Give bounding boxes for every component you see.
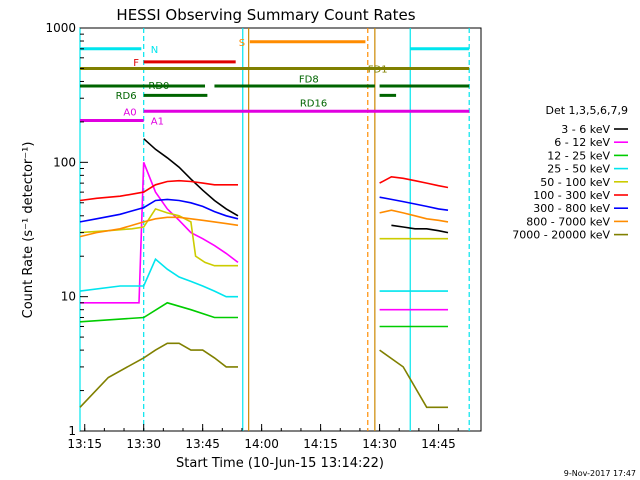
- series-8: [79, 342, 448, 409]
- legend-label-4: 50 - 100 keV: [540, 176, 610, 189]
- series-line-7-0: [79, 216, 239, 238]
- flag-label-rd16: RD16: [300, 98, 327, 109]
- series-7: [79, 209, 449, 238]
- series-line-5-0: [79, 179, 238, 202]
- series-1: [80, 162, 448, 311]
- legend-title: Det 1,3,5,6,7,9: [545, 104, 628, 117]
- series-lines: [79, 138, 449, 409]
- legend-label-6: 300 - 800 keV: [533, 202, 610, 215]
- series-line-8-1: [379, 349, 448, 409]
- series-line-3-0: [79, 257, 238, 298]
- series-line-6-0: [79, 198, 239, 223]
- x-tick-label-3: 14:00: [244, 437, 279, 451]
- axes: 13:15 13:30 13:45 14:00 14:15 14:30 14:45 1 10 10…: [45, 21, 459, 451]
- series-line-0-1: [391, 224, 449, 234]
- y-tick-label-1: 10: [61, 290, 76, 304]
- series-line-1-0: [80, 162, 239, 304]
- flag-label-n: N: [151, 45, 158, 56]
- x-tick-label-0: 13:15: [67, 437, 102, 451]
- series-line-2-0: [79, 301, 238, 323]
- series-5: [79, 175, 449, 202]
- flag-label-rd0: RD0: [148, 81, 169, 92]
- y-axis-label: Count Rate (s⁻¹ detector⁻¹): [21, 142, 36, 319]
- legend-label-7: 800 - 7000 keV: [526, 215, 610, 228]
- flag-label-fd1: FD1: [368, 64, 388, 75]
- flag-label-fd8: FD8: [299, 75, 319, 86]
- legend-label-0: 3 - 6 keV: [561, 123, 610, 136]
- x-axis-label: Start Time (10-Jun-15 13:14:22): [176, 456, 384, 471]
- legend-label-2: 12 - 25 keV: [547, 149, 610, 162]
- y-tick-label-3: 1000: [45, 21, 76, 35]
- series-line-0-0: [143, 138, 239, 217]
- series-line-7-1: [379, 209, 449, 223]
- legend-label-5: 100 - 300 keV: [533, 189, 610, 202]
- series-0: [143, 138, 449, 234]
- x-tick-label-6: 14:45: [421, 437, 456, 451]
- flag-label-rd6: RD6: [116, 91, 137, 102]
- series-2: [79, 301, 448, 328]
- series-line-5-1: [379, 175, 449, 189]
- x-tick-label-2: 13:45: [185, 437, 220, 451]
- flag-bars: N S F FD1 FD8 RD0 RD6 RD16 A0 A1: [80, 38, 470, 127]
- series-line-4-0: [79, 207, 238, 267]
- legend-label-8: 7000 - 20000 keV: [512, 229, 610, 242]
- chart-title: HESSI Observing Summary Count Rates: [116, 6, 415, 24]
- series-line-8-0: [79, 342, 238, 408]
- legend-label-3: 25 - 50 keV: [547, 163, 610, 176]
- x-tick-label-5: 14:30: [362, 437, 397, 451]
- flag-label-a0: A0: [123, 107, 136, 118]
- flag-label-f: F: [133, 58, 139, 69]
- x-tick-label-4: 14:15: [303, 437, 338, 451]
- series-4: [79, 207, 448, 267]
- legend-label-1: 6 - 12 keV: [554, 136, 610, 149]
- flag-label-s: S: [239, 38, 245, 49]
- y-tick-label-0: 1: [68, 424, 76, 438]
- series-3: [79, 257, 448, 298]
- series-line-6-1: [379, 196, 449, 211]
- footer-timestamp: 9-Nov-2017 17:47: [564, 469, 636, 478]
- flag-label-a1: A1: [151, 116, 164, 127]
- x-tick-label-1: 13:30: [126, 437, 161, 451]
- y-tick-label-2: 100: [53, 155, 76, 169]
- series-6: [79, 196, 449, 223]
